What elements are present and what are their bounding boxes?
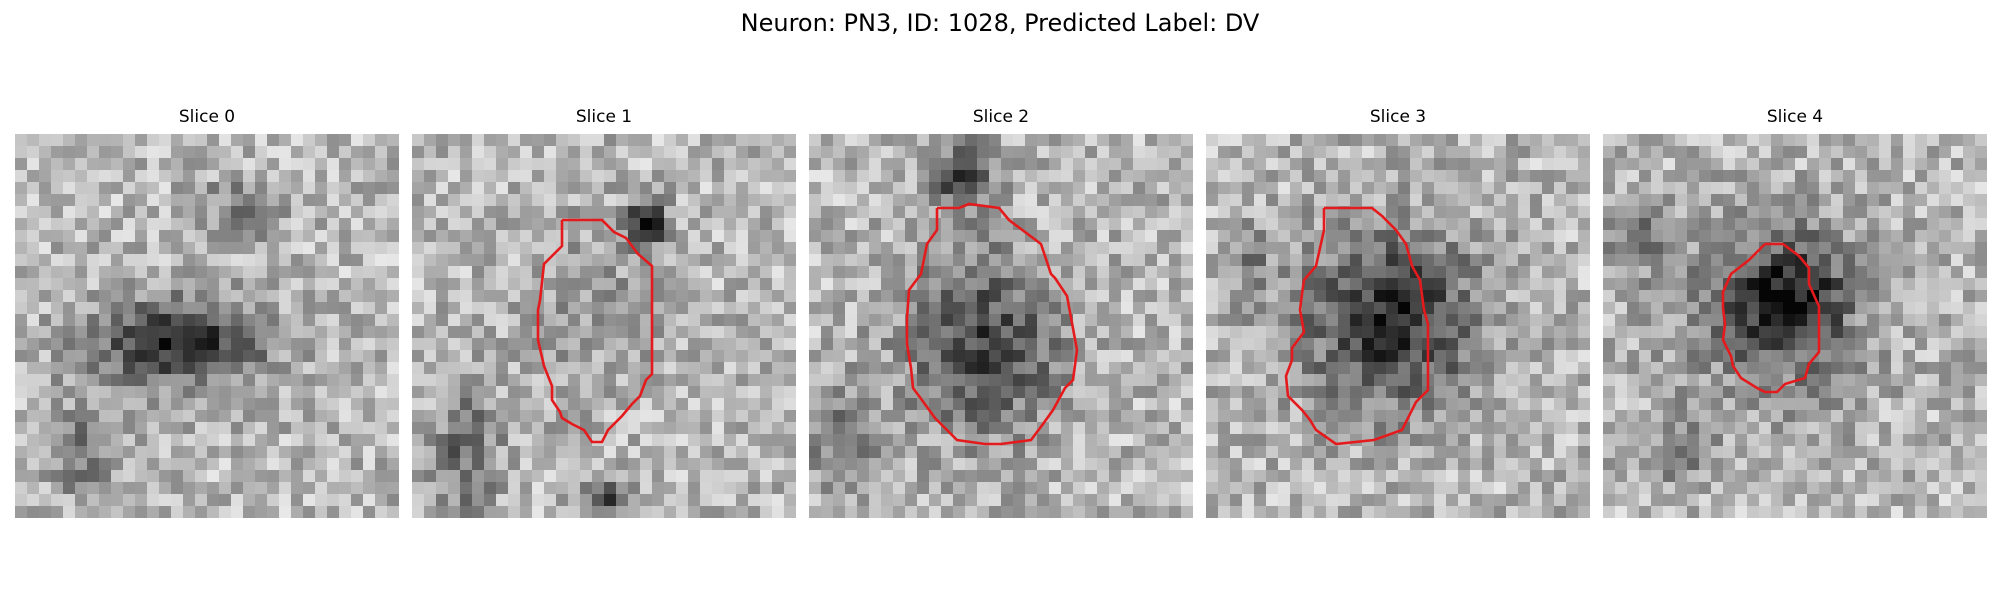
slice-title: Slice 0 [178, 107, 236, 127]
microscopy-image [15, 134, 399, 518]
slice-title: Slice 4 [1766, 107, 1824, 127]
slice-panel-2: Slice 2 [809, 107, 1193, 518]
slice-panel-4: Slice 4 [1603, 107, 1987, 518]
microscopy-image [1603, 134, 1987, 518]
microscopy-image [1206, 134, 1590, 518]
roi-contour [1284, 206, 1430, 446]
slice-title: Slice 1 [575, 107, 633, 127]
microscopy-image [809, 134, 1193, 518]
slice-panel-0: Slice 0 [15, 107, 399, 518]
microscopy-image [412, 134, 796, 518]
slice-panel-1: Slice 1 [412, 107, 796, 518]
slice-title: Slice 3 [1369, 107, 1427, 127]
roi-contour [1721, 242, 1821, 394]
figure-title: Neuron: PN3, ID: 1028, Predicted Label: … [740, 9, 1260, 37]
roi-contour [905, 202, 1079, 446]
roi-contour [536, 218, 654, 444]
slice-title: Slice 2 [972, 107, 1030, 127]
slice-panel-3: Slice 3 [1206, 107, 1590, 518]
